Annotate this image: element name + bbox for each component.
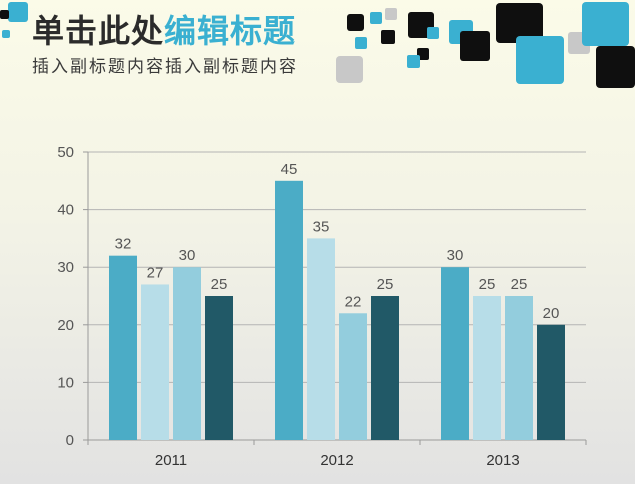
y-tick-label: 50 — [57, 144, 74, 161]
bar — [473, 296, 501, 440]
data-label: 25 — [479, 276, 496, 293]
deco-square — [355, 37, 367, 49]
data-label: 27 — [147, 264, 164, 281]
data-label: 25 — [211, 276, 228, 293]
bar — [371, 296, 399, 440]
data-label: 30 — [179, 247, 196, 264]
deco-square — [427, 27, 439, 39]
y-tick-label: 10 — [57, 374, 74, 391]
data-label: 45 — [281, 161, 298, 178]
deco-square — [582, 2, 629, 46]
decorative-squares — [0, 2, 635, 88]
deco-square — [496, 3, 543, 43]
bar — [275, 180, 303, 441]
title-part-2: 编辑标题 — [164, 12, 297, 50]
deco-square — [0, 10, 9, 19]
deco-square — [516, 36, 564, 84]
bar — [109, 255, 137, 440]
y-tick-label: 0 — [66, 432, 74, 449]
bar — [339, 313, 367, 440]
y-tick-label: 20 — [57, 317, 74, 334]
data-label: 22 — [345, 293, 362, 310]
deco-square — [347, 14, 364, 31]
deco-square — [370, 12, 382, 24]
bar — [205, 296, 233, 440]
y-tick-label: 30 — [57, 259, 74, 276]
data-label: 20 — [543, 305, 560, 322]
x-tick-label: 2012 — [320, 452, 353, 469]
y-tick-label: 40 — [57, 202, 74, 219]
data-label: 25 — [511, 276, 528, 293]
deco-square — [385, 8, 397, 20]
deco-square — [596, 46, 635, 88]
page-subtitle: 插入副标题内容插入副标题内容 — [32, 57, 298, 77]
deco-square — [460, 31, 490, 61]
bar-chart: 0 10 20 30 40 50 32 27 30 25 2011 45 35 22 25 2012 30 25 2… — [57, 144, 587, 469]
deco-square — [407, 55, 420, 68]
data-label: 35 — [313, 218, 330, 235]
data-label: 25 — [377, 276, 394, 293]
bar — [505, 296, 533, 440]
bar — [307, 238, 335, 440]
bar — [141, 284, 169, 440]
deco-square — [336, 56, 363, 83]
deco-square — [8, 2, 28, 22]
bar — [441, 267, 469, 440]
page-title: 单击此处编辑标题 — [32, 6, 296, 52]
x-tick-label: 2013 — [486, 452, 519, 469]
bar — [537, 324, 565, 440]
x-tick-label: 2011 — [155, 452, 187, 469]
data-label: 32 — [115, 236, 132, 253]
title-part-1: 单击此处 — [32, 12, 165, 50]
bar — [173, 267, 201, 440]
data-label: 30 — [447, 247, 464, 264]
deco-square — [381, 30, 395, 44]
deco-square — [2, 30, 10, 38]
